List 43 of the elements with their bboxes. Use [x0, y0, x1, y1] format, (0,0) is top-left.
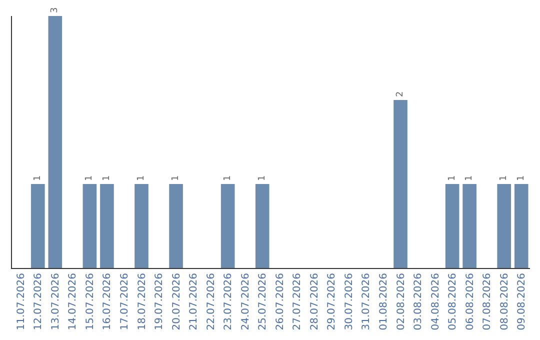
x-tick-label: 29.07.2026	[326, 273, 338, 330]
data-label: 1	[32, 175, 43, 181]
x-tick-label: 26.07.2026	[274, 273, 286, 330]
x-tick-label: 16.07.2026	[102, 273, 114, 330]
x-tick-label: 27.07.2026	[292, 273, 304, 330]
x-tick-label: 28.07.2026	[309, 273, 320, 330]
x-tick-label: 08.08.2026	[499, 273, 510, 330]
data-label: 1	[171, 175, 182, 181]
x-tick-label: 22.07.2026	[206, 273, 217, 330]
data-label: 1	[102, 175, 112, 181]
x-tick-label: 31.07.2026	[361, 273, 372, 330]
x-tick-label: 24.07.2026	[240, 273, 252, 330]
x-tick-label: 11.07.2026	[16, 273, 27, 330]
data-label: 1	[222, 175, 233, 181]
x-tick-label: 05.08.2026	[448, 273, 459, 330]
x-tick-label: 13.07.2026	[50, 273, 62, 330]
data-label: 1	[447, 175, 458, 181]
data-label: 1	[136, 175, 146, 181]
x-tick-label: 04.08.2026	[430, 273, 442, 330]
x-tick-label: 06.08.2026	[464, 273, 476, 330]
data-label: 1	[84, 175, 95, 181]
x-tick-label: 23.07.2026	[223, 273, 234, 330]
x-tick-label: 30.07.2026	[344, 273, 355, 330]
x-tick-label: 02.08.2026	[396, 273, 407, 330]
x-tick-label: 25.07.2026	[258, 273, 269, 330]
data-label: 1	[257, 175, 268, 181]
x-tick-label: 19.07.2026	[154, 273, 166, 330]
x-tick-label: 09.08.2026	[516, 273, 528, 330]
data-label: 2	[396, 91, 406, 97]
data-label: 1	[516, 175, 526, 181]
x-tick-label: 17.07.2026	[119, 273, 130, 330]
x-tick-label: 18.07.2026	[136, 273, 148, 330]
x-tick-label: 15.07.2026	[84, 273, 96, 330]
x-tick-label: 07.08.2026	[482, 273, 494, 330]
x-tick-label: 01.08.2026	[378, 273, 390, 330]
data-label: 1	[464, 175, 475, 181]
x-tick-label: 20.07.2026	[171, 273, 182, 330]
data-label: 1	[499, 175, 510, 181]
x-tick-label: 12.07.2026	[33, 273, 44, 330]
x-tick-label: 21.07.2026	[188, 273, 200, 330]
x-tick-label: 03.08.2026	[413, 273, 424, 330]
data-label: 3	[50, 7, 60, 13]
x-tick-label: 14.07.2026	[68, 273, 79, 330]
